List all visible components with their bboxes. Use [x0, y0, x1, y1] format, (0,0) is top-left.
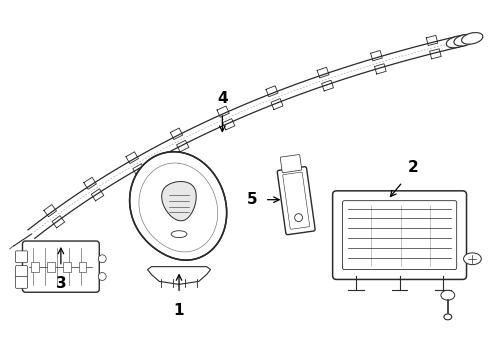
Text: 5: 5	[247, 192, 258, 207]
Text: 4: 4	[217, 91, 228, 106]
FancyBboxPatch shape	[31, 262, 39, 271]
FancyBboxPatch shape	[16, 276, 27, 288]
Polygon shape	[162, 181, 196, 221]
Ellipse shape	[98, 273, 106, 280]
Ellipse shape	[98, 255, 106, 263]
FancyBboxPatch shape	[280, 154, 302, 173]
Ellipse shape	[171, 231, 187, 238]
Ellipse shape	[444, 314, 452, 320]
FancyBboxPatch shape	[16, 266, 27, 278]
Ellipse shape	[454, 34, 475, 46]
FancyBboxPatch shape	[23, 241, 99, 292]
Polygon shape	[147, 267, 211, 284]
FancyBboxPatch shape	[333, 191, 466, 279]
Ellipse shape	[464, 253, 481, 265]
FancyBboxPatch shape	[47, 262, 55, 271]
Text: 3: 3	[55, 276, 66, 292]
Text: 1: 1	[174, 303, 184, 318]
Ellipse shape	[446, 36, 467, 48]
FancyBboxPatch shape	[16, 251, 27, 263]
Polygon shape	[130, 152, 227, 260]
Ellipse shape	[441, 290, 455, 300]
Text: 2: 2	[408, 160, 418, 175]
FancyBboxPatch shape	[78, 262, 86, 271]
Circle shape	[294, 214, 302, 221]
Ellipse shape	[462, 33, 483, 44]
FancyBboxPatch shape	[277, 167, 315, 235]
FancyBboxPatch shape	[63, 262, 71, 271]
FancyBboxPatch shape	[343, 201, 457, 270]
Polygon shape	[28, 35, 466, 238]
FancyBboxPatch shape	[283, 172, 310, 229]
